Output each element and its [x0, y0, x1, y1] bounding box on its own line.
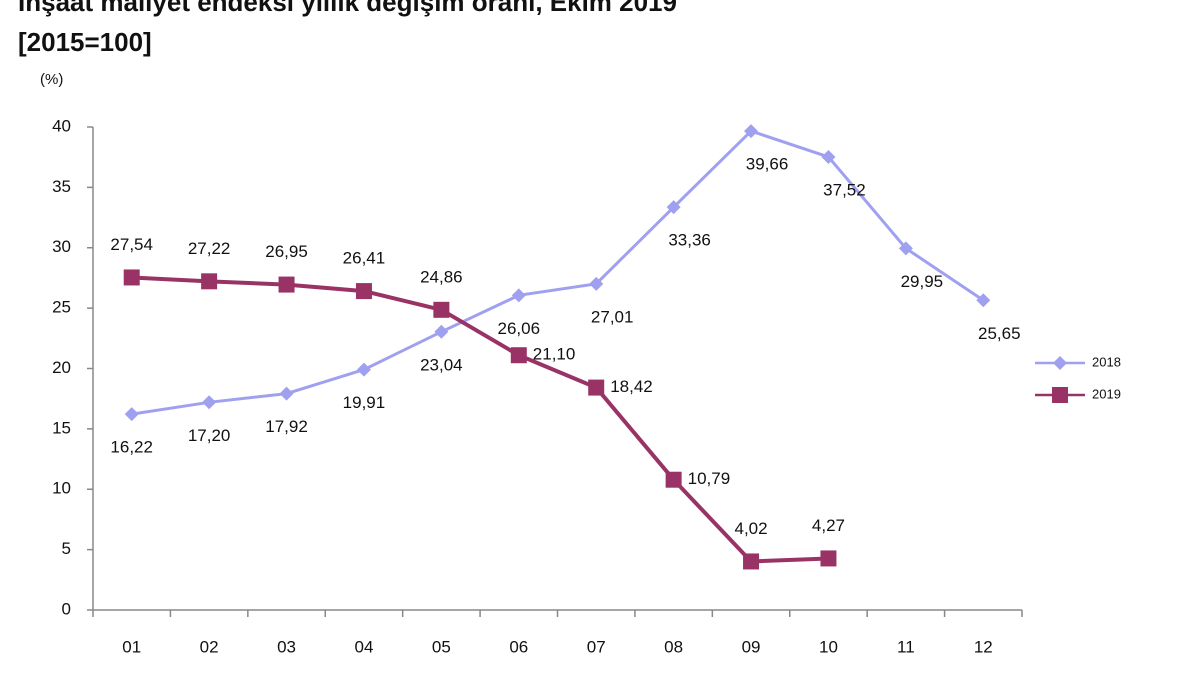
series-line — [131, 129, 985, 416]
data-point — [821, 149, 836, 164]
x-tick-label: 09 — [742, 637, 761, 656]
y-tick-label: 20 — [52, 358, 71, 377]
y-tick-label: 40 — [52, 116, 71, 135]
data-label: 16,22 — [110, 438, 153, 457]
data-label: 4,02 — [734, 519, 767, 538]
series-line — [131, 275, 829, 564]
data-point — [666, 200, 681, 215]
x-tick-label: 12 — [974, 637, 993, 656]
data-label: 26,06 — [498, 319, 541, 338]
data-point — [510, 347, 527, 364]
x-tick-label: 10 — [819, 637, 838, 656]
legend-marker — [1053, 356, 1067, 370]
x-tick-label: 11 — [897, 637, 915, 656]
data-point — [665, 471, 682, 488]
data-point — [744, 124, 759, 139]
data-point — [589, 276, 604, 291]
data-point — [743, 553, 760, 570]
data-label: 27,22 — [188, 239, 231, 258]
data-label: 26,41 — [343, 249, 386, 268]
data-label: 17,92 — [265, 417, 308, 436]
data-point — [124, 407, 139, 422]
y-tick-label: 30 — [52, 237, 71, 256]
data-point — [434, 324, 449, 339]
y-tick-label: 10 — [52, 479, 71, 498]
data-point — [511, 288, 526, 303]
data-point — [976, 293, 991, 308]
data-point — [355, 283, 372, 300]
data-point — [201, 273, 218, 290]
legend-label: 2019 — [1092, 386, 1121, 401]
data-label: 25,65 — [978, 324, 1021, 343]
data-label: 33,36 — [668, 231, 711, 250]
data-point — [820, 550, 837, 567]
data-point — [898, 241, 913, 256]
x-tick-label: 01 — [122, 637, 141, 656]
y-axis-label: (%) — [40, 71, 63, 88]
x-tick-label: 05 — [432, 637, 451, 656]
x-tick-label: 02 — [200, 637, 219, 656]
data-label: 27,01 — [591, 307, 634, 326]
chart-subtitle: [2015=100] — [18, 27, 152, 57]
data-label: 21,10 — [533, 345, 576, 364]
y-tick-label: 35 — [52, 177, 71, 196]
data-label: 19,91 — [343, 393, 386, 412]
legend-marker — [1052, 387, 1068, 403]
data-label: 17,20 — [188, 426, 231, 445]
data-point — [279, 386, 294, 401]
data-point — [278, 276, 295, 293]
legend-label: 2018 — [1092, 354, 1121, 369]
data-point — [202, 395, 217, 410]
data-label: 27,54 — [110, 235, 153, 254]
data-label: 26,95 — [265, 242, 308, 261]
data-label: 23,04 — [420, 355, 463, 374]
x-tick-label: 06 — [509, 637, 528, 656]
data-point — [123, 269, 140, 286]
chart-title: İnşaat maliyet endeksi yıllık değişim or… — [18, 0, 677, 17]
x-tick-label: 03 — [277, 637, 296, 656]
data-label: 4,27 — [812, 516, 845, 535]
y-tick-label: 0 — [62, 599, 71, 618]
data-point — [588, 379, 605, 396]
y-tick-label: 25 — [52, 298, 71, 317]
x-tick-label: 04 — [354, 637, 373, 656]
data-label: 18,42 — [610, 377, 653, 396]
x-tick-label: 08 — [664, 637, 683, 656]
data-label: 24,86 — [420, 267, 463, 286]
data-label: 37,52 — [823, 180, 866, 199]
data-label: 29,95 — [901, 272, 944, 291]
data-point — [433, 301, 450, 318]
y-tick-label: 5 — [62, 539, 71, 558]
y-tick-label: 15 — [52, 418, 71, 437]
data-label: 39,66 — [746, 155, 789, 174]
data-label: 10,79 — [688, 469, 731, 488]
data-point — [356, 362, 371, 377]
x-tick-label: 07 — [587, 637, 606, 656]
